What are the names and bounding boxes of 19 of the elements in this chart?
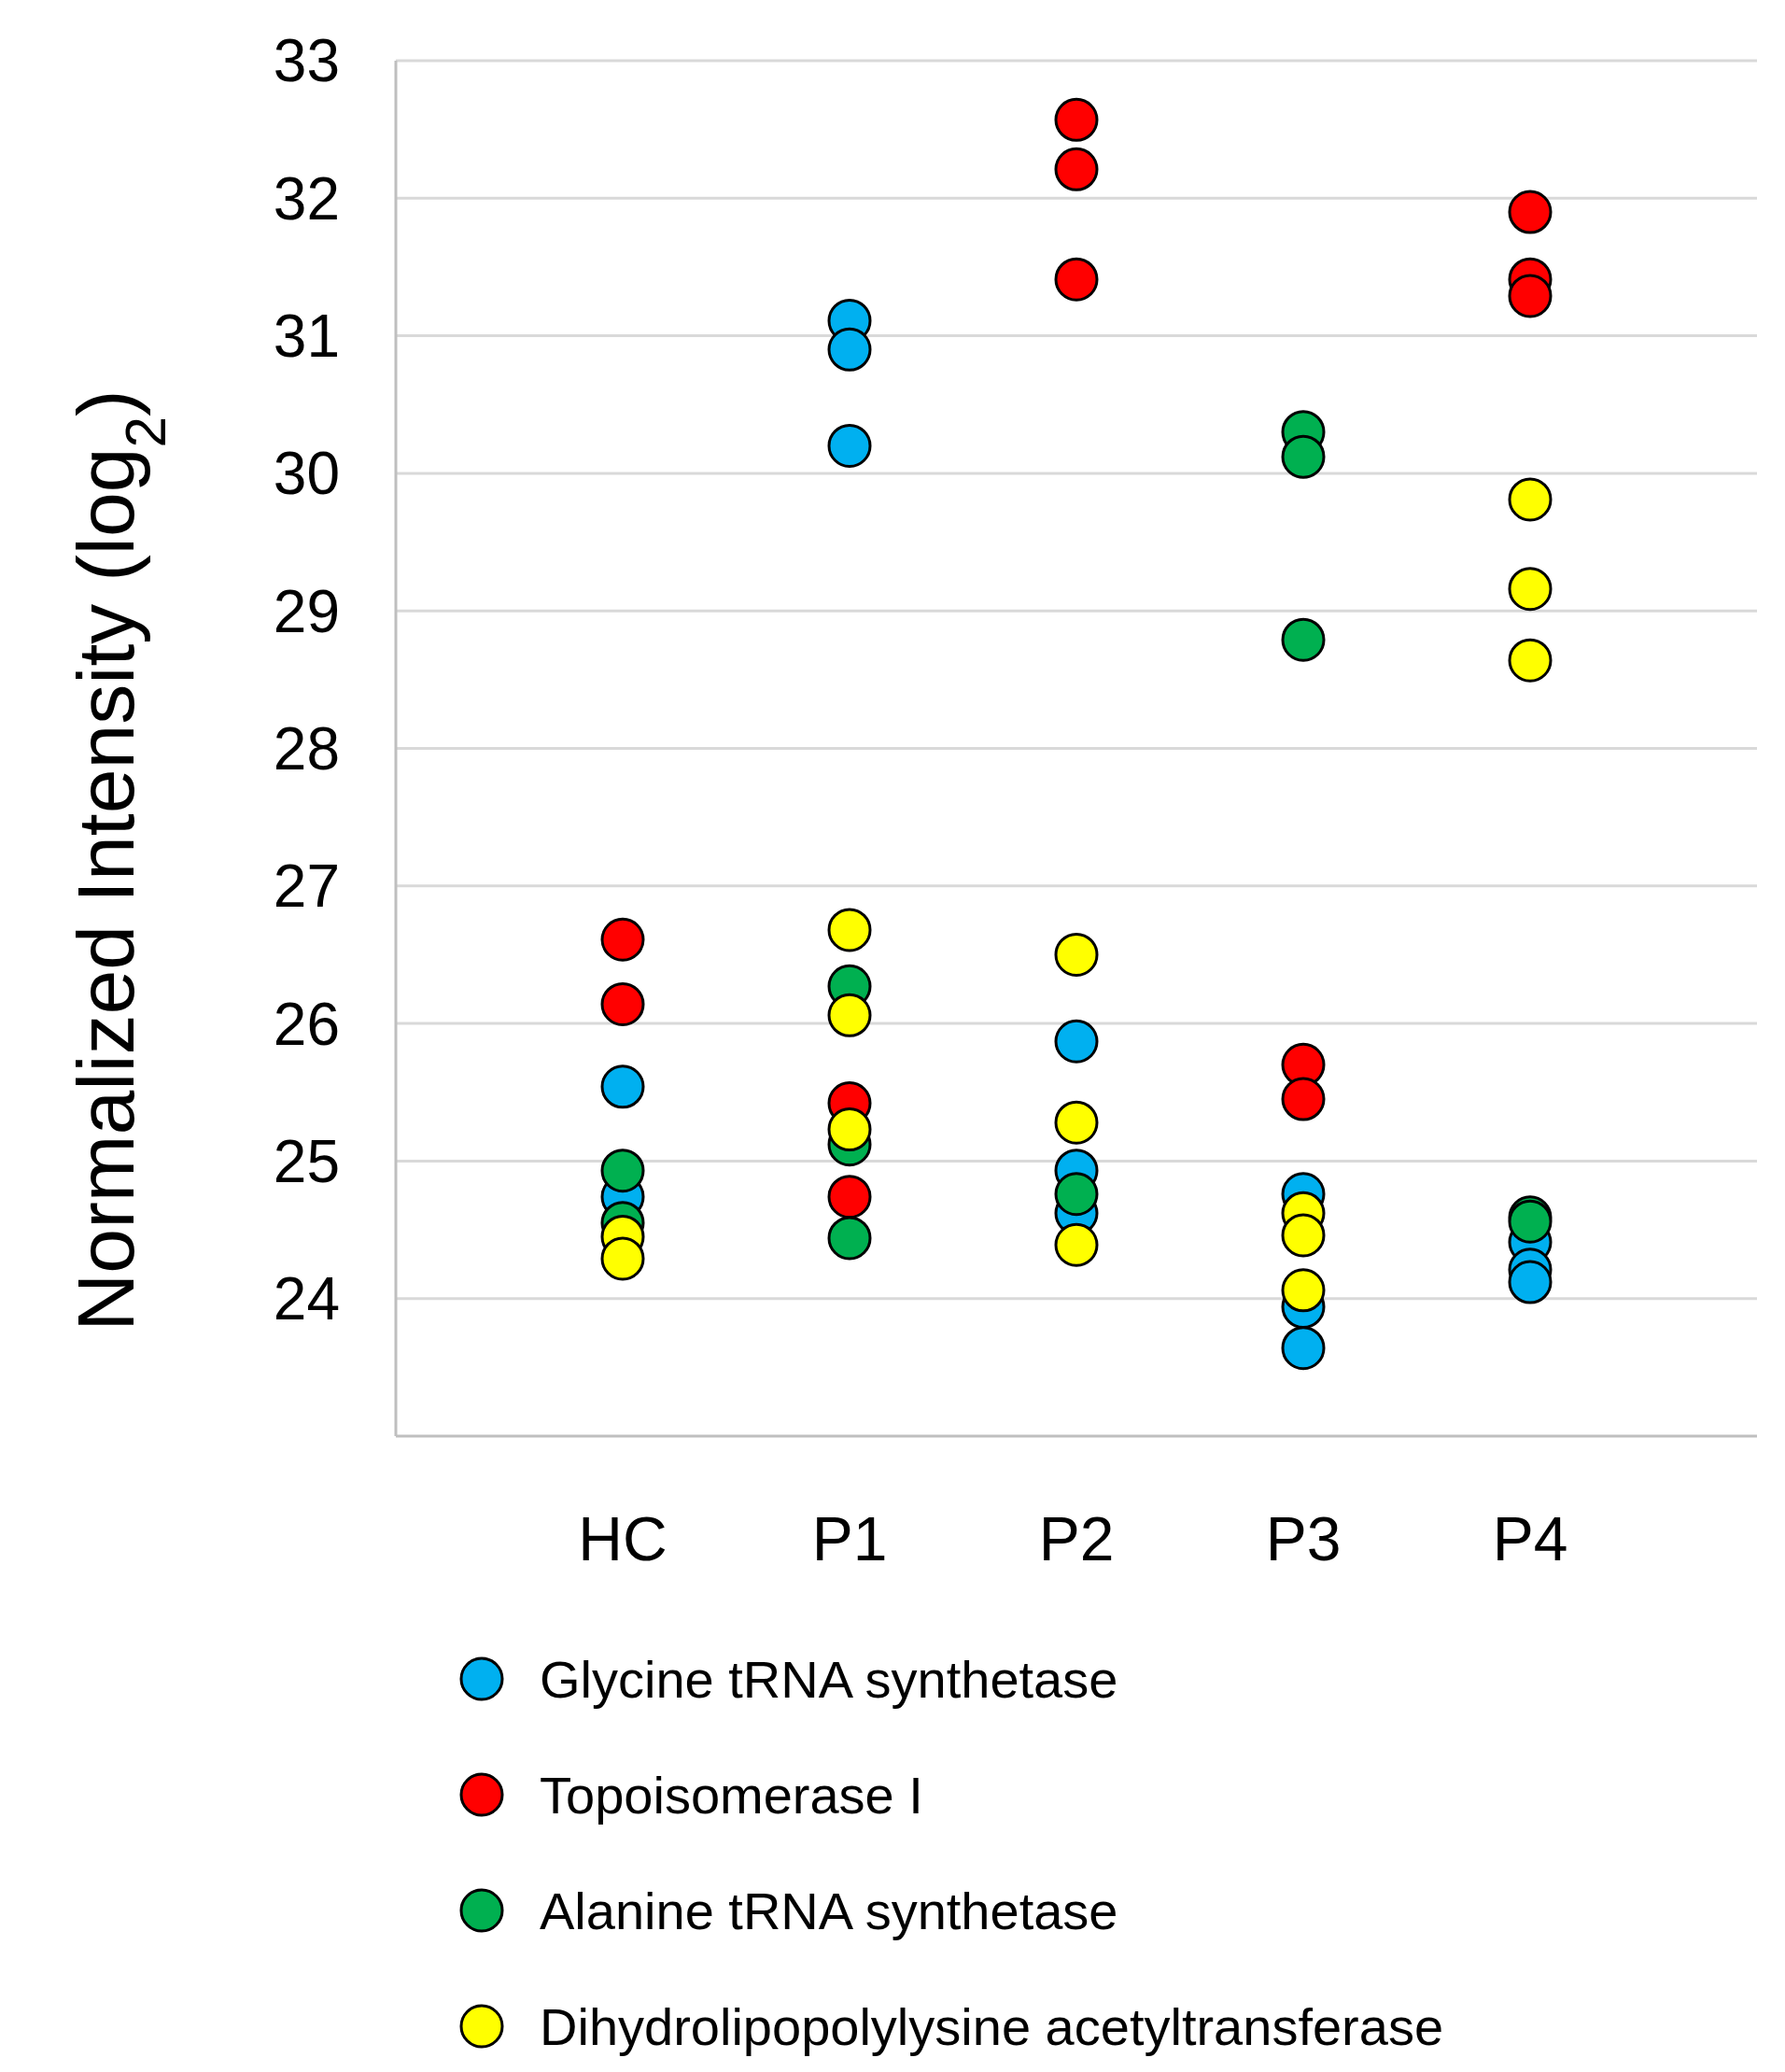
- x-tick-label: P3: [1265, 1504, 1342, 1574]
- y-tick-label: 25: [273, 1127, 340, 1195]
- y-tick-label: 32: [273, 164, 340, 233]
- y-tick-label: 31: [273, 303, 340, 370]
- y-tick-label: 28: [273, 714, 340, 782]
- y-tick-label: 33: [273, 27, 340, 95]
- legend-label: Dihydrolipopolylysine acetyltransferase: [540, 1996, 1444, 2056]
- y-tick-label: 24: [273, 1265, 340, 1333]
- x-tick-label: HC: [578, 1504, 668, 1574]
- y-tick-label: 27: [273, 853, 340, 921]
- legend-label: Glycine tRNA synthetase: [540, 1649, 1118, 1709]
- x-tick-label: P2: [1038, 1504, 1115, 1574]
- x-tick-label: P4: [1492, 1504, 1568, 1574]
- y-tick-label: 30: [273, 440, 340, 508]
- y-tick-label: 26: [273, 990, 340, 1058]
- y-tick-label: 29: [273, 577, 340, 645]
- legend-label: Alanine tRNA synthetase: [540, 1881, 1118, 1940]
- x-tick-label: P1: [811, 1504, 888, 1574]
- legend-label: Topoisomerase I: [540, 1765, 923, 1825]
